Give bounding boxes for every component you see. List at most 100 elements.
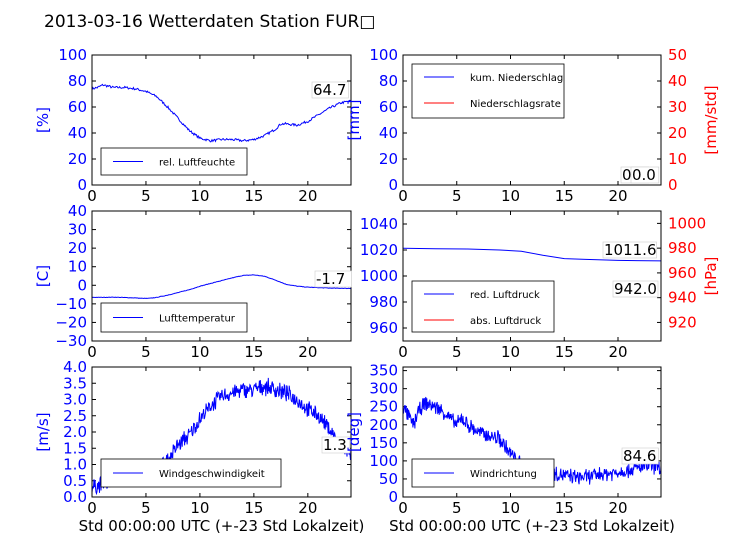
x-tick-label: 15 bbox=[555, 343, 574, 361]
y-tick-label: 80 bbox=[379, 72, 398, 90]
x-tick-label: 20 bbox=[608, 499, 627, 517]
y-axis-label: [m/s] bbox=[34, 412, 52, 451]
axes-frame bbox=[402, 210, 662, 342]
y-tick-label-right: 40 bbox=[668, 72, 687, 90]
x-tick-label: 10 bbox=[501, 343, 520, 361]
x-tick-label: 5 bbox=[141, 343, 151, 361]
x-tick-label: 10 bbox=[501, 187, 520, 205]
y-tick-label: 1040 bbox=[360, 215, 398, 233]
y-tick-label: 1.0 bbox=[63, 456, 87, 474]
y-tick-label-right: 920 bbox=[668, 313, 697, 331]
x-tick-label: 20 bbox=[298, 343, 317, 361]
last-value-label: -1.7 bbox=[316, 270, 345, 288]
x-tick-label: 15 bbox=[555, 187, 574, 205]
y-tick-label: 40 bbox=[68, 124, 87, 142]
series-group bbox=[403, 247, 661, 262]
y-tick-label: 0 bbox=[388, 488, 398, 506]
value-label-box bbox=[612, 280, 659, 298]
y-tick-label-right: 1000 bbox=[668, 214, 706, 232]
y-axis-label: [mm] bbox=[345, 100, 363, 141]
axes-frame bbox=[91, 366, 352, 498]
y-tick-label: 0 bbox=[77, 276, 87, 294]
y-tick-label: 960 bbox=[369, 319, 398, 337]
axes-frame bbox=[91, 54, 352, 186]
y-tick-label: 2.5 bbox=[63, 407, 87, 425]
x-tick-label: 15 bbox=[244, 343, 263, 361]
x-tick-label: 5 bbox=[452, 187, 462, 205]
y-axis-label: [deg] bbox=[345, 412, 363, 452]
x-tick-label: 15 bbox=[244, 187, 263, 205]
last-value-label: 942.0 bbox=[614, 280, 657, 298]
last-value-label: 1.3 bbox=[323, 436, 347, 454]
y-tick-label-right: 50 bbox=[668, 46, 687, 64]
y-tick-label-right: 0 bbox=[668, 176, 678, 194]
last-value-label: 0.0 bbox=[632, 166, 656, 184]
y-tick-label: 3.0 bbox=[63, 391, 87, 409]
x-tick-label: 10 bbox=[501, 499, 520, 517]
y-tick-label: 20 bbox=[379, 150, 398, 168]
value-label-box bbox=[321, 436, 351, 454]
x-tick-label: 10 bbox=[190, 343, 209, 361]
y-tick-label-right: 940 bbox=[668, 289, 697, 307]
x-axis-label: Std 00:00:00 UTC (+-23 Std Lokalzeit) bbox=[79, 517, 365, 535]
series-group bbox=[92, 83, 351, 143]
y-tick-label: 100 bbox=[369, 46, 398, 64]
y-tick-label: 10 bbox=[68, 258, 87, 276]
y-tick-label: 200 bbox=[369, 416, 398, 434]
legend-label: red. Luftdruck bbox=[470, 290, 540, 301]
y-tick-label: −30 bbox=[55, 332, 87, 350]
chart-windspeed: 0 5 10 15 20 0.00.51.01.52.02.53.03.54.0 [m/s]… bbox=[34, 358, 364, 535]
y-tick-label: 80 bbox=[68, 72, 87, 90]
x-axis-label: Std 00:00:00 UTC (+-23 Std Lokalzeit) bbox=[389, 517, 675, 535]
series-group bbox=[92, 274, 351, 300]
last-value-label: 64.7 bbox=[313, 81, 346, 99]
x-tick-label: 15 bbox=[555, 499, 574, 517]
y-axis-label: [%] bbox=[34, 107, 52, 133]
y-tick-label: 300 bbox=[369, 380, 398, 398]
y-tick-label: 20 bbox=[68, 239, 87, 257]
x-tick-label: 20 bbox=[608, 343, 627, 361]
x-tick-label: 0 bbox=[398, 499, 408, 517]
y-tick-label: 100 bbox=[369, 452, 398, 470]
axes-frame bbox=[402, 366, 662, 498]
y-tick-label: 40 bbox=[379, 124, 398, 142]
y-tick-label: 50 bbox=[379, 470, 398, 488]
legend-label: abs. Luftdruck bbox=[470, 316, 541, 327]
value-label-box bbox=[314, 270, 352, 288]
y-tick-label: 0 bbox=[77, 176, 87, 194]
legend-label: kum. Niederschlag bbox=[470, 73, 563, 84]
y-tick-label-right: 980 bbox=[668, 239, 697, 257]
series-line-blue bbox=[92, 274, 351, 300]
y-tick-label-right: 10 bbox=[668, 150, 687, 168]
x-tick-label: 15 bbox=[244, 499, 263, 517]
y-tick-label: 1.5 bbox=[63, 439, 87, 457]
y-tick-label-right: 20 bbox=[668, 124, 687, 142]
axes-frame bbox=[402, 54, 662, 186]
x-tick-label: 0 bbox=[87, 499, 97, 517]
value-label-box bbox=[630, 166, 660, 184]
x-tick-label: 0 bbox=[87, 187, 97, 205]
y-axis-label-right: [mm/std] bbox=[702, 85, 720, 154]
y-tick-label: 2.0 bbox=[63, 423, 87, 441]
series-line-blue bbox=[403, 247, 661, 262]
last-value-label: 84.6 bbox=[623, 447, 656, 465]
last-value-label: 1011.6 bbox=[604, 241, 657, 259]
x-tick-label: 5 bbox=[141, 499, 151, 517]
y-axis-label: [C] bbox=[34, 265, 52, 287]
y-tick-label: 1020 bbox=[360, 241, 398, 259]
y-tick-label: 150 bbox=[369, 434, 398, 452]
x-tick-label: 20 bbox=[608, 187, 627, 205]
y-tick-label: 0 bbox=[388, 176, 398, 194]
x-tick-label: 5 bbox=[452, 499, 462, 517]
value-label-box bbox=[311, 81, 349, 99]
legend-label: Niederschlagsrate bbox=[470, 99, 561, 110]
y-tick-label-right: 30 bbox=[668, 98, 687, 116]
x-tick-label: 0 bbox=[87, 343, 97, 361]
y-tick-label: 30 bbox=[68, 221, 87, 239]
y-tick-label: 4.0 bbox=[63, 358, 87, 376]
y-tick-label: 0.0 bbox=[63, 488, 87, 506]
series-line-blue bbox=[92, 83, 351, 143]
y-tick-label: 100 bbox=[58, 46, 87, 64]
